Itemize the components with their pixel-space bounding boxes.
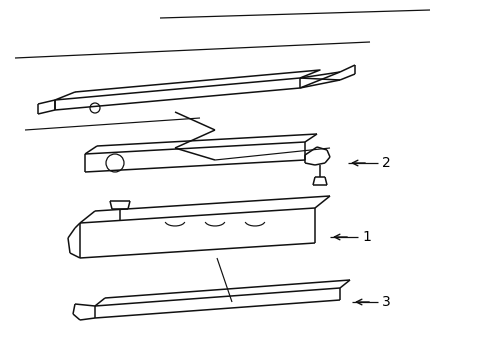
Text: 1: 1 xyxy=(362,230,371,244)
Text: 2: 2 xyxy=(382,156,391,170)
Text: 3: 3 xyxy=(382,295,391,309)
